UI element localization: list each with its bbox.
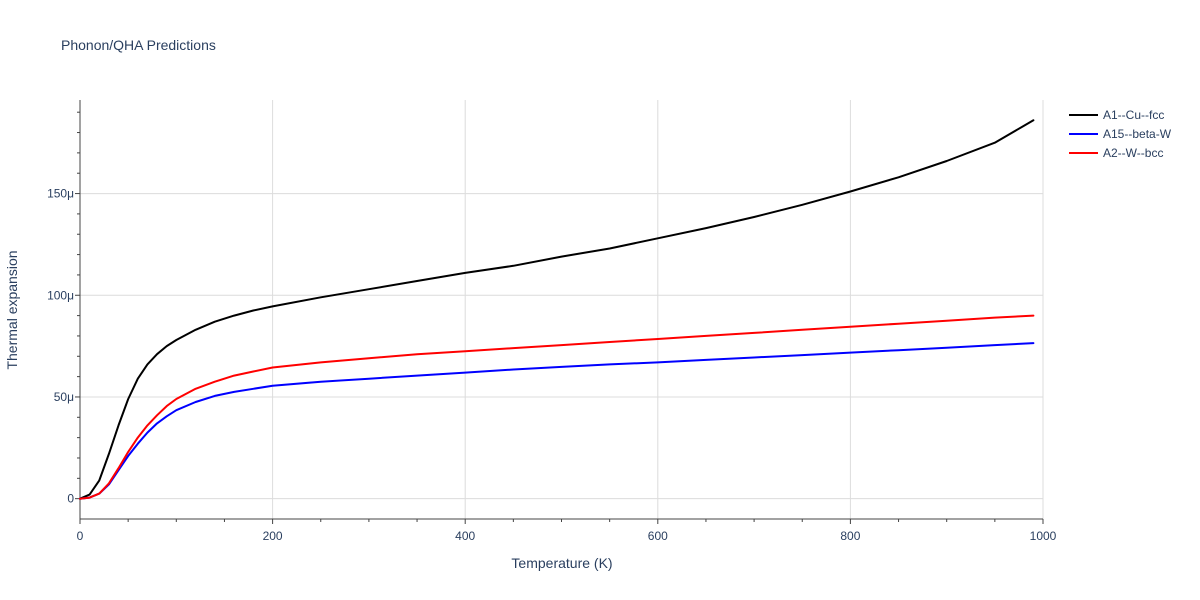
y-tick-label: 50μ <box>54 390 74 404</box>
x-tick-labels: 0 200 400 600 800 1000 <box>77 529 1057 543</box>
legend[interactable]: A1--Cu--fcc A15--beta-W A2--W--bcc <box>1069 108 1172 160</box>
y-tick-label: 150μ <box>47 187 74 201</box>
y-gridlines <box>80 193 1043 500</box>
series-line-a1-cu-fcc <box>79 119 1035 500</box>
y-tick-label: 100μ <box>47 288 74 302</box>
x-tick-label: 600 <box>648 529 668 543</box>
x-tick-label: 200 <box>263 529 283 543</box>
legend-label: A15--beta-W <box>1103 127 1172 141</box>
x-tick-label: 0 <box>77 529 84 543</box>
legend-label: A1--Cu--fcc <box>1103 108 1164 122</box>
legend-item[interactable]: A2--W--bcc <box>1069 146 1163 160</box>
legend-item[interactable]: A15--beta-W <box>1069 127 1172 141</box>
x-axis-title: Temperature (K) <box>511 555 612 571</box>
x-gridlines <box>272 100 1044 519</box>
y-tick-label: 0 <box>67 492 74 506</box>
legend-label: A2--W--bcc <box>1103 146 1163 160</box>
series-lines <box>79 119 1035 500</box>
legend-item[interactable]: A1--Cu--fcc <box>1069 108 1164 122</box>
x-tick-label: 1000 <box>1030 529 1057 543</box>
chart-title: Phonon/QHA Predictions <box>61 37 216 53</box>
x-tick-label: 400 <box>455 529 475 543</box>
x-tick-label: 800 <box>840 529 860 543</box>
series-line-a2-w-bcc <box>79 314 1035 500</box>
axes <box>75 100 1044 524</box>
y-axis-title: Thermal expansion <box>4 250 20 369</box>
series-line-a15-beta-w <box>79 342 1035 500</box>
y-tick-labels: 0 50μ 100μ 150μ <box>47 187 74 506</box>
